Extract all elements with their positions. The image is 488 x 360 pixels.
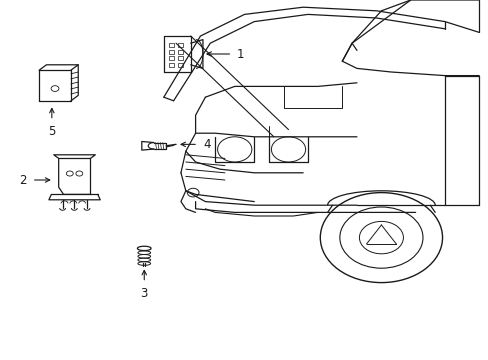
Bar <box>177 50 183 54</box>
Bar <box>168 50 174 54</box>
Text: 1: 1 <box>237 48 244 60</box>
Text: 5: 5 <box>48 125 56 138</box>
Bar <box>168 63 174 67</box>
Text: 4: 4 <box>203 138 210 151</box>
Text: 2: 2 <box>20 174 27 186</box>
Text: 3: 3 <box>140 287 148 300</box>
Bar <box>177 63 183 67</box>
Bar <box>177 56 183 60</box>
Bar <box>168 56 174 60</box>
Bar <box>177 43 183 47</box>
Bar <box>168 43 174 47</box>
